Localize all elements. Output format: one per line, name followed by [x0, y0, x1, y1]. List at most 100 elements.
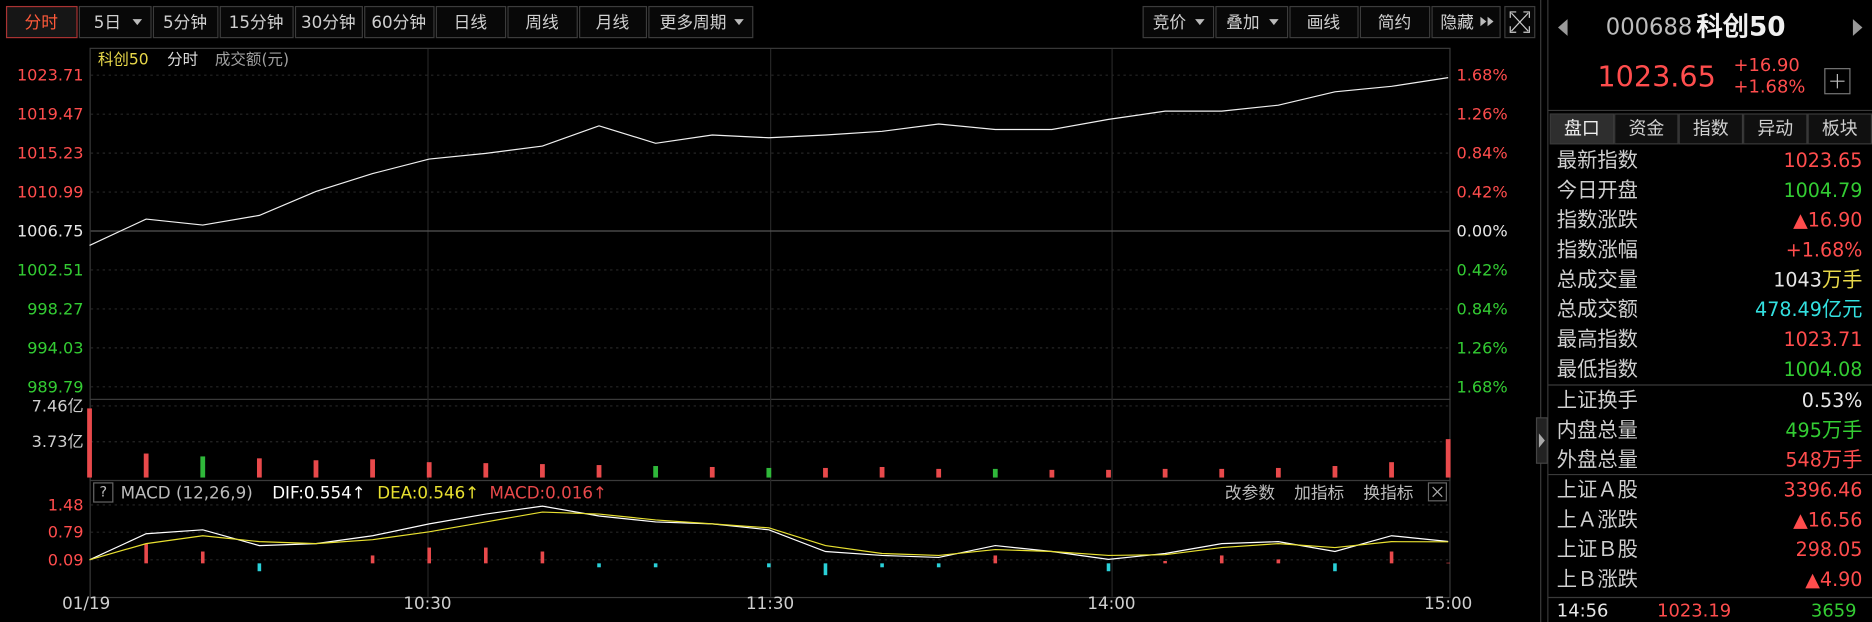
prev-icon[interactable] — [1558, 19, 1568, 36]
value: 548 — [1785, 448, 1821, 471]
toolbar-button[interactable]: 更多周期 — [648, 5, 754, 39]
button-label: 简约 — [1378, 12, 1411, 32]
fullscreen-button[interactable] — [1504, 5, 1536, 39]
more-icon — [1487, 16, 1494, 27]
button-frame — [1289, 5, 1359, 39]
change: +16.90 — [1734, 55, 1800, 76]
volume-bar — [879, 466, 885, 478]
tab[interactable]: 异动 — [1743, 113, 1808, 145]
button-label: 5分钟 — [163, 12, 207, 32]
macd-bar — [653, 563, 658, 568]
y-tick-label: 1002.51 — [17, 260, 84, 279]
macd-bar — [597, 563, 601, 568]
help-button[interactable]: ? — [93, 482, 114, 503]
y-tick-label: 1006.75 — [17, 222, 84, 241]
indicator-action[interactable]: 改参数 — [1225, 482, 1275, 502]
value: ▲4.90 — [1805, 568, 1862, 591]
tab[interactable]: 指数 — [1678, 113, 1744, 145]
y2-tick-label: 1.68% — [1457, 377, 1508, 396]
toolbar-button[interactable]: 60分钟 — [364, 5, 435, 39]
button-label: 60分钟 — [371, 12, 426, 32]
tab-frame — [1807, 113, 1872, 145]
volume-bar — [426, 462, 432, 478]
quote-label: 最新指数 — [1557, 148, 1638, 172]
volume-bar — [1162, 468, 1168, 478]
quote-value: 495万手 — [1785, 418, 1862, 442]
macd-label: MACD:0.016↑ — [489, 482, 607, 502]
y2-tick-label: 1.26% — [1457, 105, 1508, 124]
toolbar-button[interactable]: 月线 — [579, 5, 648, 39]
y-tick-label: 989.79 — [27, 377, 83, 396]
macd-bar — [427, 547, 431, 564]
toolbar-button[interactable]: 竞价 — [1142, 5, 1215, 39]
indicator-action[interactable]: 换指标 — [1363, 482, 1413, 502]
fullscreen-icon — [1509, 11, 1530, 33]
tick-time: 14:56 — [1557, 601, 1609, 622]
toolbar-button[interactable]: 分时 — [5, 5, 78, 39]
toolbar-button[interactable]: 周线 — [507, 5, 578, 39]
tab[interactable]: 板块 — [1807, 113, 1872, 145]
tab[interactable]: 盘口 — [1549, 113, 1615, 145]
quote-label: 总成交额 — [1557, 297, 1638, 321]
value: 495 — [1785, 418, 1821, 441]
volume-bar — [1106, 469, 1111, 478]
toolbar-button[interactable]: 简约 — [1359, 5, 1431, 39]
volume-bar — [1389, 462, 1394, 478]
add-icon — [1830, 74, 1845, 89]
button-frame — [364, 5, 435, 39]
dropdown-icon — [1195, 19, 1205, 26]
button-label: 隐藏 — [1440, 12, 1474, 32]
x-tick-label: 01/19 — [62, 593, 110, 613]
button-label: 竞价 — [1153, 12, 1187, 32]
quote-label: 指数涨幅 — [1557, 238, 1638, 262]
value: 1043 — [1773, 268, 1822, 291]
indicator-action[interactable]: 加指标 — [1294, 482, 1344, 502]
button-label: 5日 — [94, 12, 121, 32]
volume-bar — [143, 453, 149, 478]
close-button[interactable] — [1427, 482, 1447, 502]
more-icon — [1480, 16, 1487, 27]
add-button[interactable] — [1824, 68, 1851, 95]
button-label: 30分钟 — [301, 12, 356, 32]
quote-value: 0.53% — [1802, 388, 1863, 411]
macd-bar — [1219, 555, 1224, 564]
y2-tick-label: 1.68% — [1457, 66, 1508, 85]
toolbar-button[interactable]: 5分钟 — [152, 5, 219, 39]
toolbar-button[interactable]: 日线 — [435, 5, 507, 39]
value: 1023.65 — [1783, 148, 1862, 171]
x-tick-label: 11:30 — [746, 593, 794, 613]
volume-bar — [709, 466, 715, 478]
y-tick-label: 3.73亿 — [32, 432, 84, 451]
quote-label: 指数涨跌 — [1557, 208, 1638, 232]
volume-bar — [653, 466, 659, 478]
toolbar-button[interactable]: 30分钟 — [294, 5, 363, 39]
next-icon[interactable] — [1852, 19, 1863, 36]
toolbar-button[interactable]: 15分钟 — [219, 5, 294, 39]
y-tick-label: 1019.47 — [17, 105, 84, 124]
toolbar-button[interactable]: 5日 — [78, 5, 152, 39]
macd-bar — [1276, 559, 1281, 564]
volume-bar — [766, 467, 772, 478]
y2-tick-label: 0.00% — [1457, 222, 1508, 241]
quote-value: ▲16.56 — [1793, 508, 1862, 531]
y-tick-label: 1015.23 — [17, 144, 84, 163]
quote-value: 548万手 — [1785, 448, 1862, 472]
quote-value: 1004.08 — [1783, 357, 1862, 380]
macd-bar — [484, 547, 488, 564]
macd-bar — [767, 563, 771, 568]
toolbar-button[interactable]: 叠加 — [1215, 5, 1289, 39]
y-tick-label: 998.27 — [27, 299, 83, 318]
button-frame — [1359, 5, 1431, 39]
button-label: 分时 — [24, 12, 58, 32]
y2-tick-label: 0.42% — [1457, 260, 1508, 279]
tab[interactable]: 资金 — [1614, 113, 1679, 145]
chart-frame — [89, 47, 1451, 599]
value: 298.05 — [1796, 538, 1863, 561]
tab-label: 指数 — [1693, 118, 1729, 139]
y2-tick-label: 0.84% — [1457, 299, 1508, 318]
button-label: 更多周期 — [660, 12, 727, 32]
toolbar-button[interactable]: 画线 — [1289, 5, 1359, 39]
volume-bar — [483, 463, 489, 478]
